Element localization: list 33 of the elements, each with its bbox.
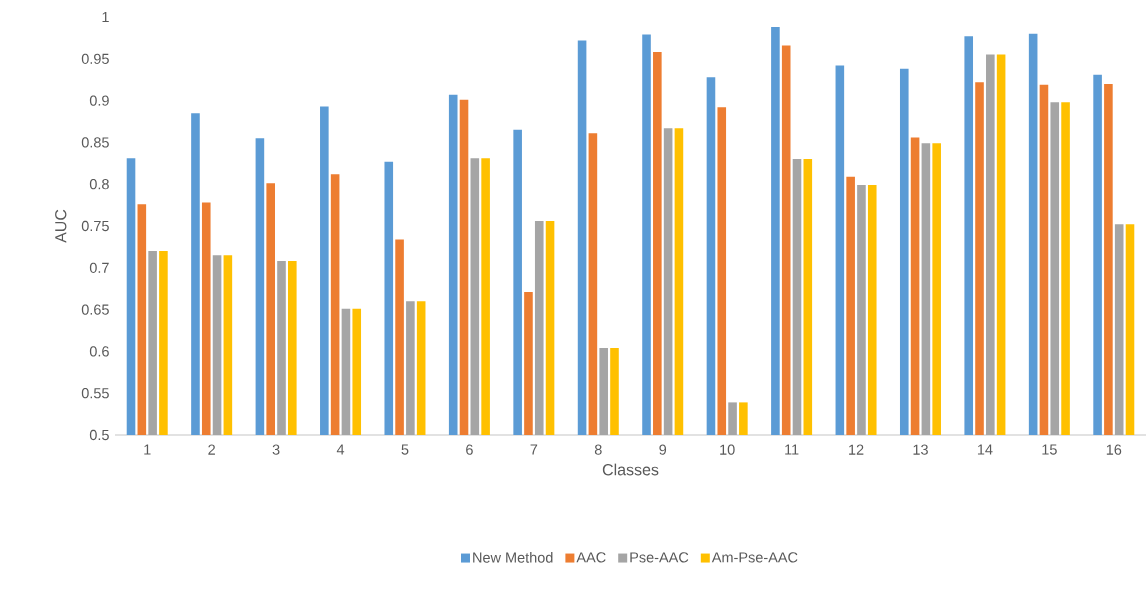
x-tick-label: 5 [401, 444, 409, 455]
x-tick-label: 7 [530, 444, 538, 455]
legend-label: Am-Pse-AAC [711, 552, 798, 563]
y-tick-label: 0.9 [89, 95, 109, 106]
y-tick-label: 1 [102, 12, 109, 22]
y-tick-label: 0.75 [81, 220, 109, 232]
legend-label: Pse-AAC [630, 552, 689, 563]
x-tick-label: 16 [1106, 444, 1122, 455]
x-tick-label: 14 [977, 444, 993, 455]
x-tick-label: 11 [785, 444, 799, 455]
y-tick-label: 0.65 [81, 304, 109, 315]
y-tick-label: 0.85 [81, 137, 109, 148]
x-tick-label: 1 [144, 444, 151, 455]
x-tick-label: 10 [720, 444, 735, 455]
y-tick-label: 0.7 [89, 262, 109, 273]
x-tick-label: 13 [913, 444, 928, 455]
x-tick-label: 15 [1042, 444, 1057, 455]
x-tick-label: 4 [336, 444, 345, 455]
y-axis-title: AUC [55, 209, 67, 243]
y-tick-label: 0.5 [89, 429, 109, 441]
x-tick-label: 3 [272, 444, 280, 455]
y-tick-label: 0.95 [81, 53, 109, 64]
x-tick-label: 12 [849, 444, 864, 455]
y-tick-label: 0.6 [89, 346, 109, 357]
x-tick-label: 9 [659, 444, 667, 455]
x-tick-label: 2 [208, 444, 215, 455]
x-tick-label: 6 [466, 444, 473, 455]
y-tick-label: 0.55 [81, 388, 109, 399]
x-tick-label: 8 [594, 444, 602, 455]
legend-label: AAC [576, 552, 606, 563]
x-axis-title: Classes [602, 463, 659, 476]
y-tick-label: 0.8 [89, 179, 109, 190]
legend-label: New Method [473, 552, 553, 563]
